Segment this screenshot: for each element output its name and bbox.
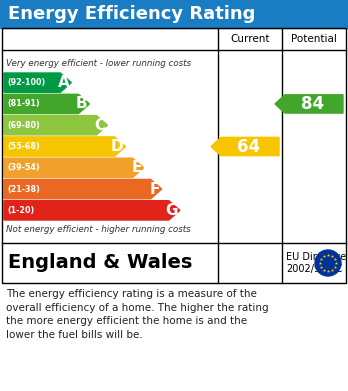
Text: England & Wales: England & Wales [8, 253, 192, 273]
Text: (92-100): (92-100) [7, 78, 45, 87]
Polygon shape [4, 116, 108, 135]
Polygon shape [4, 179, 162, 199]
Text: Not energy efficient - higher running costs: Not energy efficient - higher running co… [6, 224, 191, 233]
Text: B: B [76, 97, 87, 111]
Text: D: D [111, 139, 124, 154]
Text: Potential: Potential [291, 34, 337, 44]
Text: Energy Efficiency Rating: Energy Efficiency Rating [8, 5, 255, 23]
Text: Very energy efficient - lower running costs: Very energy efficient - lower running co… [6, 59, 191, 68]
Text: C: C [94, 118, 105, 133]
Bar [0, 0, 348, 28]
Text: (39-54): (39-54) [7, 163, 40, 172]
Text: 2002/91/EC: 2002/91/EC [286, 264, 342, 274]
Text: (55-68): (55-68) [7, 142, 40, 151]
Text: G: G [165, 203, 178, 218]
Text: E: E [131, 160, 142, 175]
Polygon shape [275, 95, 343, 113]
Text: EU Directive: EU Directive [286, 252, 346, 262]
Text: A: A [57, 75, 69, 90]
Polygon shape [4, 137, 126, 156]
Polygon shape [4, 158, 144, 178]
Bar [2, 28, 346, 283]
Text: (69-80): (69-80) [7, 121, 40, 130]
Polygon shape [4, 94, 89, 113]
Text: (81-91): (81-91) [7, 99, 40, 108]
Text: F: F [149, 181, 160, 197]
Text: Current: Current [230, 34, 270, 44]
Polygon shape [4, 73, 71, 92]
Text: (21-38): (21-38) [7, 185, 40, 194]
Text: 64: 64 [237, 138, 261, 156]
Text: 84: 84 [301, 95, 325, 113]
Text: The energy efficiency rating is a measure of the
overall efficiency of a home. T: The energy efficiency rating is a measur… [6, 289, 269, 340]
Text: (1-20): (1-20) [7, 206, 34, 215]
Polygon shape [4, 201, 180, 220]
Polygon shape [211, 137, 279, 156]
Circle shape [315, 250, 341, 276]
